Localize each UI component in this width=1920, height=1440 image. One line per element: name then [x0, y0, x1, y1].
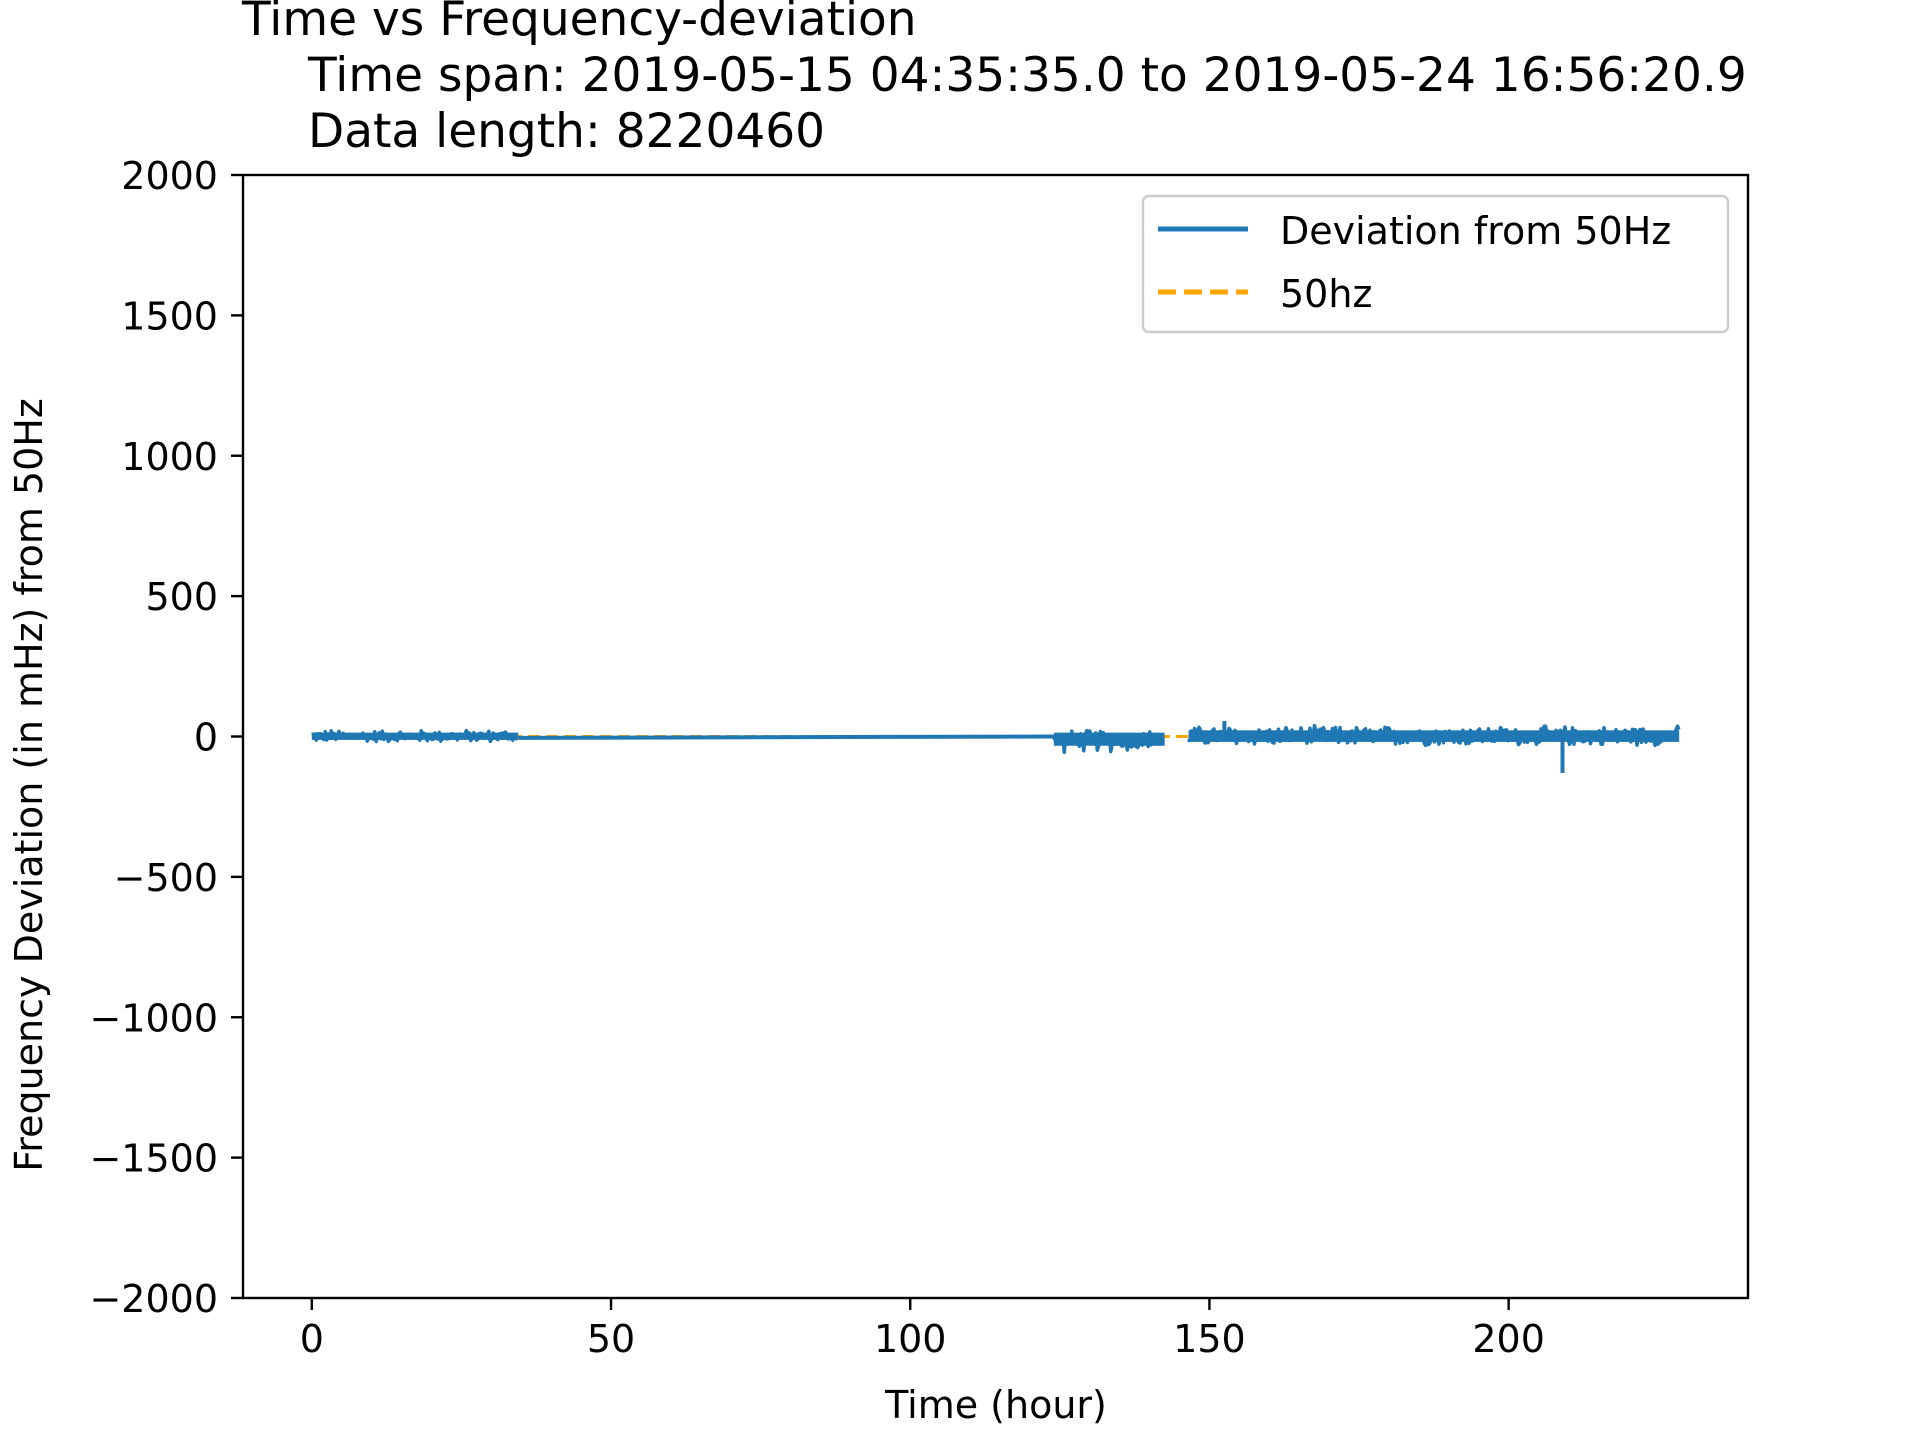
chart-title: Time vs Frequency-deviation: [241, 0, 917, 47]
y-axis-ticks: −2000 −1500 −1000 −500 0 500 1000 1500 2000: [89, 154, 243, 1321]
x-tick-label: 50: [587, 1317, 635, 1361]
series-deviation-dense-core: [311, 732, 519, 740]
series-deviation-dense-core: [1053, 732, 1165, 746]
x-tick-label: 100: [874, 1317, 947, 1361]
y-tick-label: 1000: [121, 435, 218, 479]
legend-label-50hz: 50hz: [1280, 272, 1372, 316]
x-tick-label: 0: [300, 1317, 324, 1361]
y-tick-label: −1500: [89, 1137, 218, 1181]
chart-subtitle-time-span: Time span: 2019-05-15 04:35:35.0 to 2019…: [307, 48, 1747, 103]
series-deviation-segment: [518, 734, 1054, 740]
y-tick-label: 0: [194, 716, 218, 760]
y-tick-label: 500: [145, 575, 218, 619]
axes-frame: [241, 173, 1750, 1300]
legend-box: [1141, 194, 1730, 334]
series-deviation-dense-core: [1188, 730, 1680, 742]
y-tick-label: −500: [114, 856, 218, 900]
y-tick-label: 2000: [121, 154, 218, 198]
y-tick-label: −2000: [89, 1277, 218, 1321]
x-tick-label: 200: [1472, 1317, 1545, 1361]
x-tick-label: 150: [1173, 1317, 1246, 1361]
y-axis-label: Frequency Deviation (in mHz) from 50Hz: [7, 398, 51, 1172]
legend: Deviation from 50Hz 50hz: [1141, 194, 1730, 334]
y-tick-label: 1500: [121, 294, 218, 338]
chart-subtitle-data-length: Data length: 8220460: [308, 104, 825, 159]
y-tick-label: −1000: [89, 996, 218, 1040]
x-axis-label: Time (hour): [884, 1383, 1107, 1427]
legend-label-deviation: Deviation from 50Hz: [1280, 209, 1671, 253]
x-axis-ticks: 0 50 100 150 200: [300, 1298, 1545, 1361]
plot-area: [311, 721, 1681, 773]
